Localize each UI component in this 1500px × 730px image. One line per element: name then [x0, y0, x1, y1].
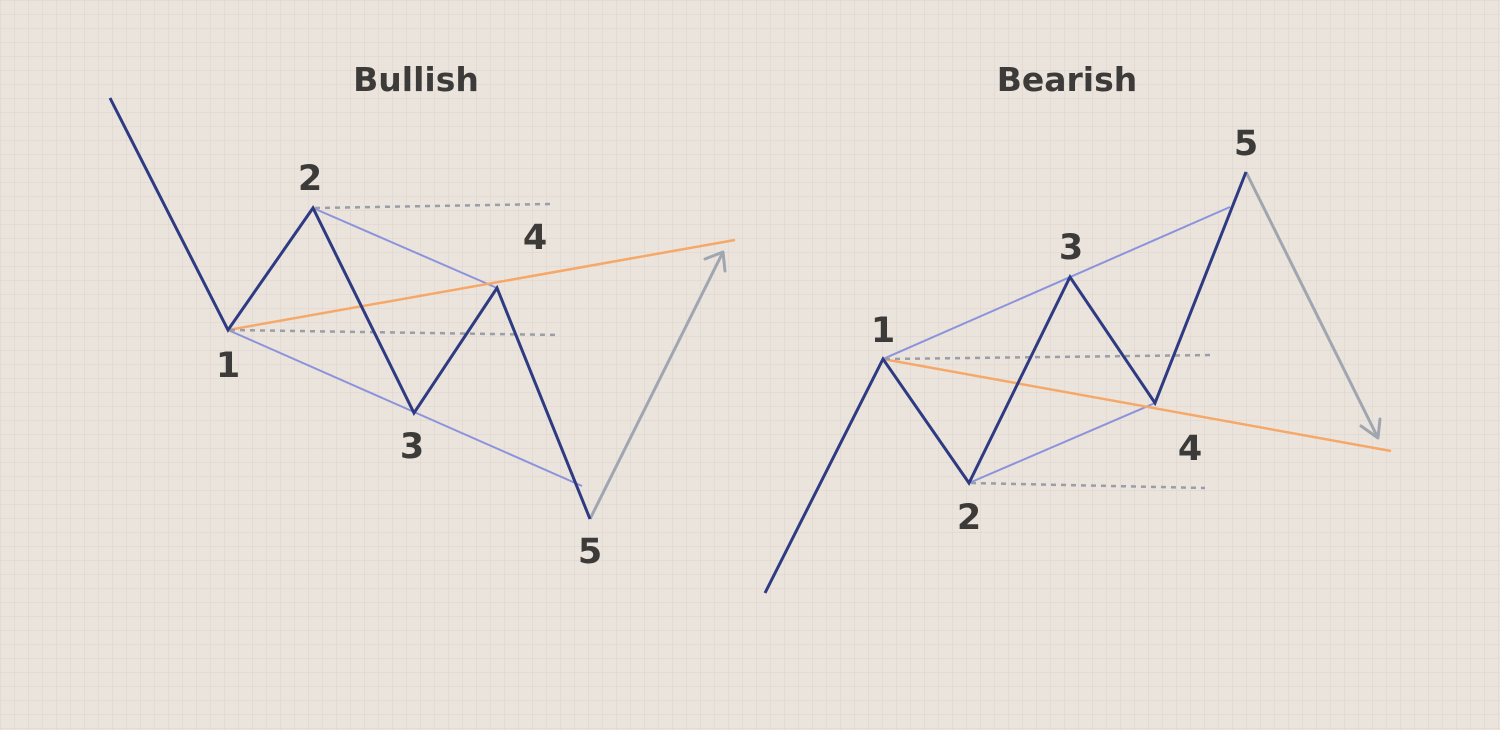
bearish-title: Bearish [997, 60, 1138, 99]
bullish-point-label-2: 2 [298, 159, 322, 199]
bullish-point-label-5: 5 [578, 532, 602, 572]
bullish-trendline [227, 238, 736, 332]
bearish-point-label-3: 3 [1059, 228, 1083, 268]
bearish-upper-channel-line [882, 206, 1231, 360]
bullish-arrow-head-icon [703, 250, 727, 273]
bearish-point-label-1: 1 [871, 311, 895, 351]
bearish-breakdown-arrow [1244, 171, 1380, 439]
bearish-arrow-head-icon [1359, 417, 1382, 440]
bearish-panel: Bearish 1 2 3 4 5 [763, 60, 1392, 594]
bearish-point-label-5: 5 [1234, 124, 1258, 164]
bullish-breakout-arrow [588, 251, 725, 520]
bullish-upper-channel-line [312, 207, 498, 289]
bearish-point-label-4: 4 [1178, 429, 1202, 469]
bullish-panel: Bullish 1 2 3 4 5 [108, 60, 736, 572]
bullish-lower-channel-line [227, 329, 583, 487]
bearish-point-label-2: 2 [957, 498, 981, 538]
bullish-point-label-3: 3 [400, 427, 424, 467]
bearish-wave-path [763, 171, 1248, 594]
bearish-trendline [882, 357, 1392, 453]
bearish-lower-channel-line [968, 402, 1156, 484]
bullish-wave-path [108, 97, 592, 520]
bullish-title: Bullish [353, 60, 479, 99]
bullish-point-label-4: 4 [523, 218, 547, 258]
bullish-point-label-1: 1 [216, 346, 240, 386]
